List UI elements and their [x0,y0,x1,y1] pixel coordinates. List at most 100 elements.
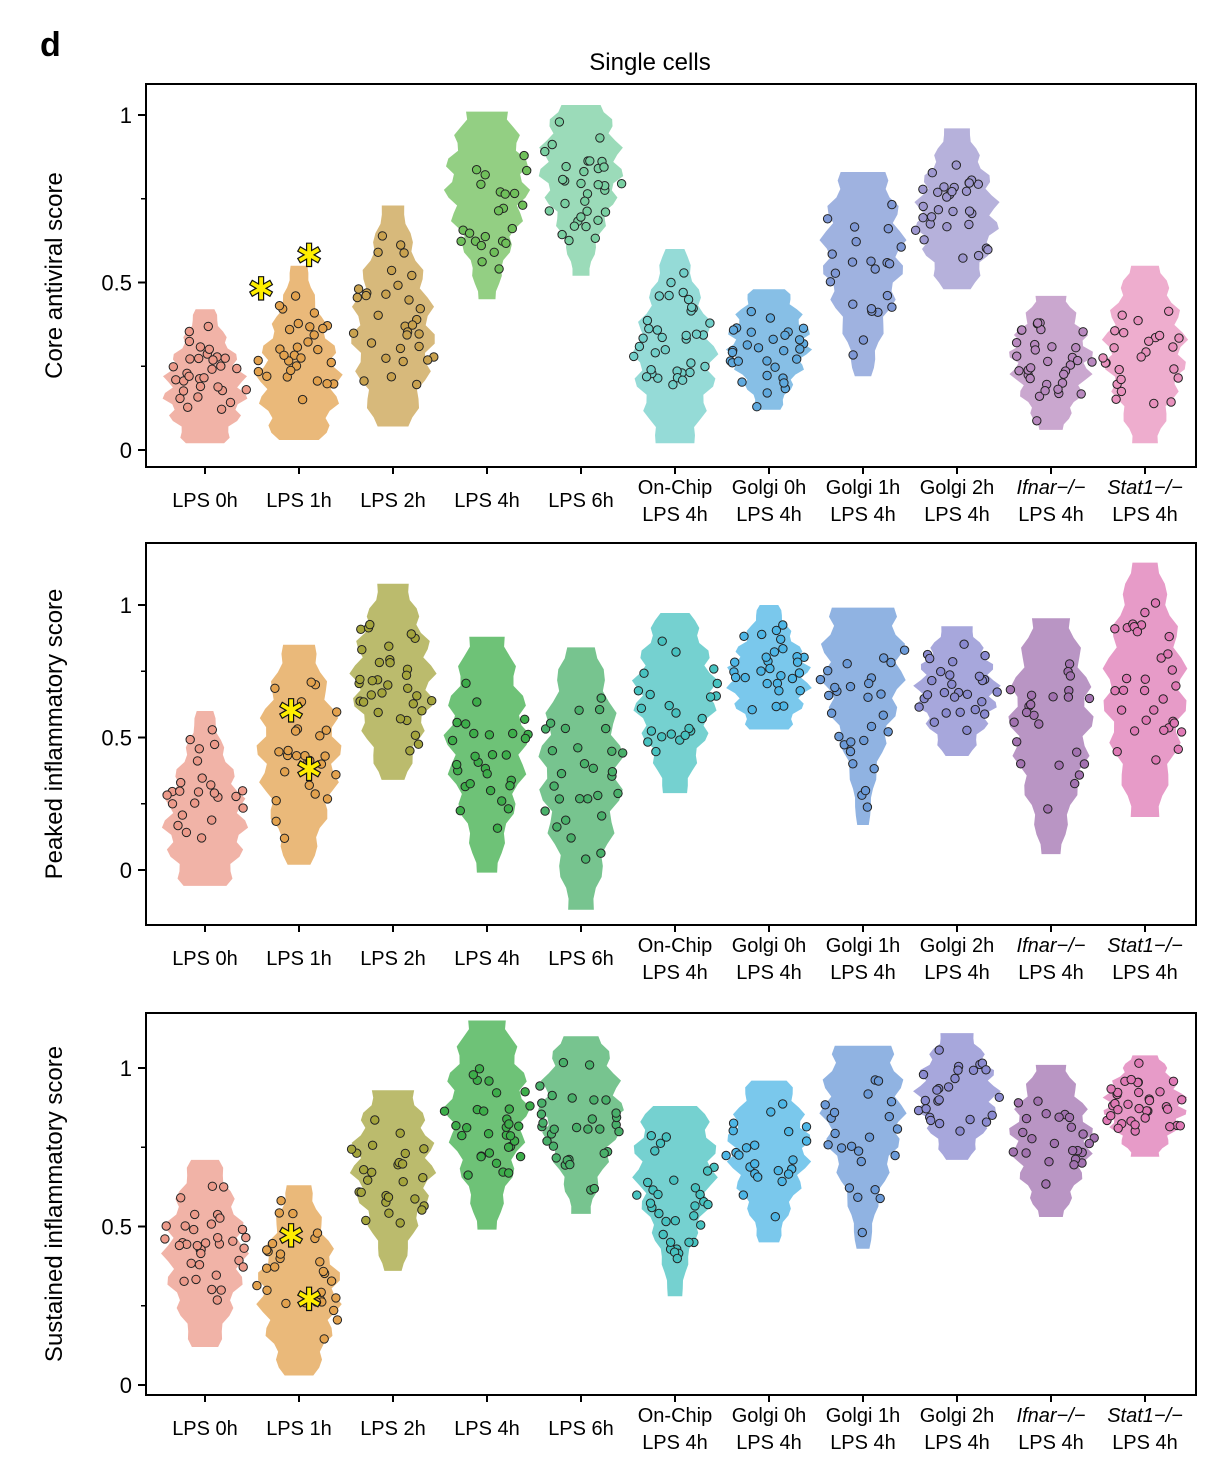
data-point [878,710,888,720]
data-point [1134,1058,1144,1068]
data-point [355,674,365,685]
data-point [765,663,775,674]
data-point [801,1136,812,1146]
data-point [365,619,375,630]
y-axis-label: Peaked inflammatory score [41,589,68,880]
x-tick-label: LPS 4h [830,962,896,984]
data-point [501,238,511,249]
y-tick-label: 0.5 [101,1215,132,1240]
data-point [326,357,336,368]
data-point [595,1124,605,1134]
data-point [970,704,980,715]
data-point [778,620,788,630]
data-point [1078,1129,1088,1139]
data-point [190,1209,200,1220]
data-point [1126,1074,1136,1085]
data-point [788,1155,798,1165]
data-point [1112,747,1122,757]
data-point [1043,804,1053,814]
data-point [958,253,968,263]
data-point [476,240,486,251]
data-point [942,222,952,232]
data-point [949,692,960,702]
data-point [611,1108,621,1118]
data-point [943,1082,954,1092]
data-point [1134,1087,1144,1098]
data-point [730,657,740,667]
data-point [671,647,681,657]
data-point [1163,649,1173,659]
data-point [929,717,939,727]
data-point [359,1165,369,1175]
data-point [1068,1145,1078,1156]
data-point [1109,343,1119,353]
data-point [381,353,391,363]
data-point [489,247,499,258]
data-point [636,703,647,713]
data-point [179,1276,189,1287]
data-point [399,248,409,258]
data-point [472,697,482,707]
violin [538,104,624,276]
data-point [465,779,475,789]
x-tick-label: LPS 4h [1018,962,1084,984]
data-point [1118,685,1129,695]
data-point [213,1233,223,1243]
data-point [616,179,627,189]
data-point [914,702,924,712]
data-point [750,1140,760,1150]
data-point [1154,330,1165,341]
data-point [293,318,303,329]
data-point [765,313,776,323]
data-point [311,1297,322,1307]
data-point [1012,351,1022,361]
data-point [385,658,395,668]
data-point [452,759,462,770]
data-point [300,1298,311,1308]
data-point [509,188,520,199]
data-point [396,240,406,250]
data-point [941,708,951,718]
data-point [876,689,886,699]
data-point [925,653,935,664]
data-point [1149,398,1159,409]
data-point [913,1105,924,1116]
data-point [702,1166,713,1176]
data-point [363,1175,373,1185]
data-point [525,1101,535,1111]
violin [631,249,719,444]
data-point [650,1146,660,1156]
data-point [887,302,897,312]
data-point [398,356,408,367]
data-point [691,329,702,339]
data-point [1059,369,1069,379]
data-point [423,355,433,365]
data-point [1174,333,1184,343]
data-point [709,664,719,674]
data-point [403,683,413,693]
data-point [869,764,879,774]
data-point [184,371,194,381]
data-point [1078,327,1088,337]
x-tick-label: LPS 4h [830,504,896,526]
data-point [479,1106,489,1116]
data-point [1155,1087,1165,1097]
data-point [291,751,302,761]
data-point [822,214,833,224]
data-point [661,1216,671,1227]
data-point [734,1150,744,1160]
data-point [1034,719,1044,729]
data-point [199,373,209,383]
x-tick-label: LPS 0h [172,490,238,512]
data-point [1121,673,1132,684]
data-point [961,186,972,197]
data-point [309,308,320,318]
data-point [973,179,983,189]
data-point [417,1205,427,1215]
data-point [412,379,422,390]
data-point [558,174,568,185]
data-point [183,402,193,412]
x-tick-label: LPS 4h [736,962,802,984]
data-point [1021,1148,1031,1158]
x-tick-label: Ifnar−/− [1017,477,1086,499]
